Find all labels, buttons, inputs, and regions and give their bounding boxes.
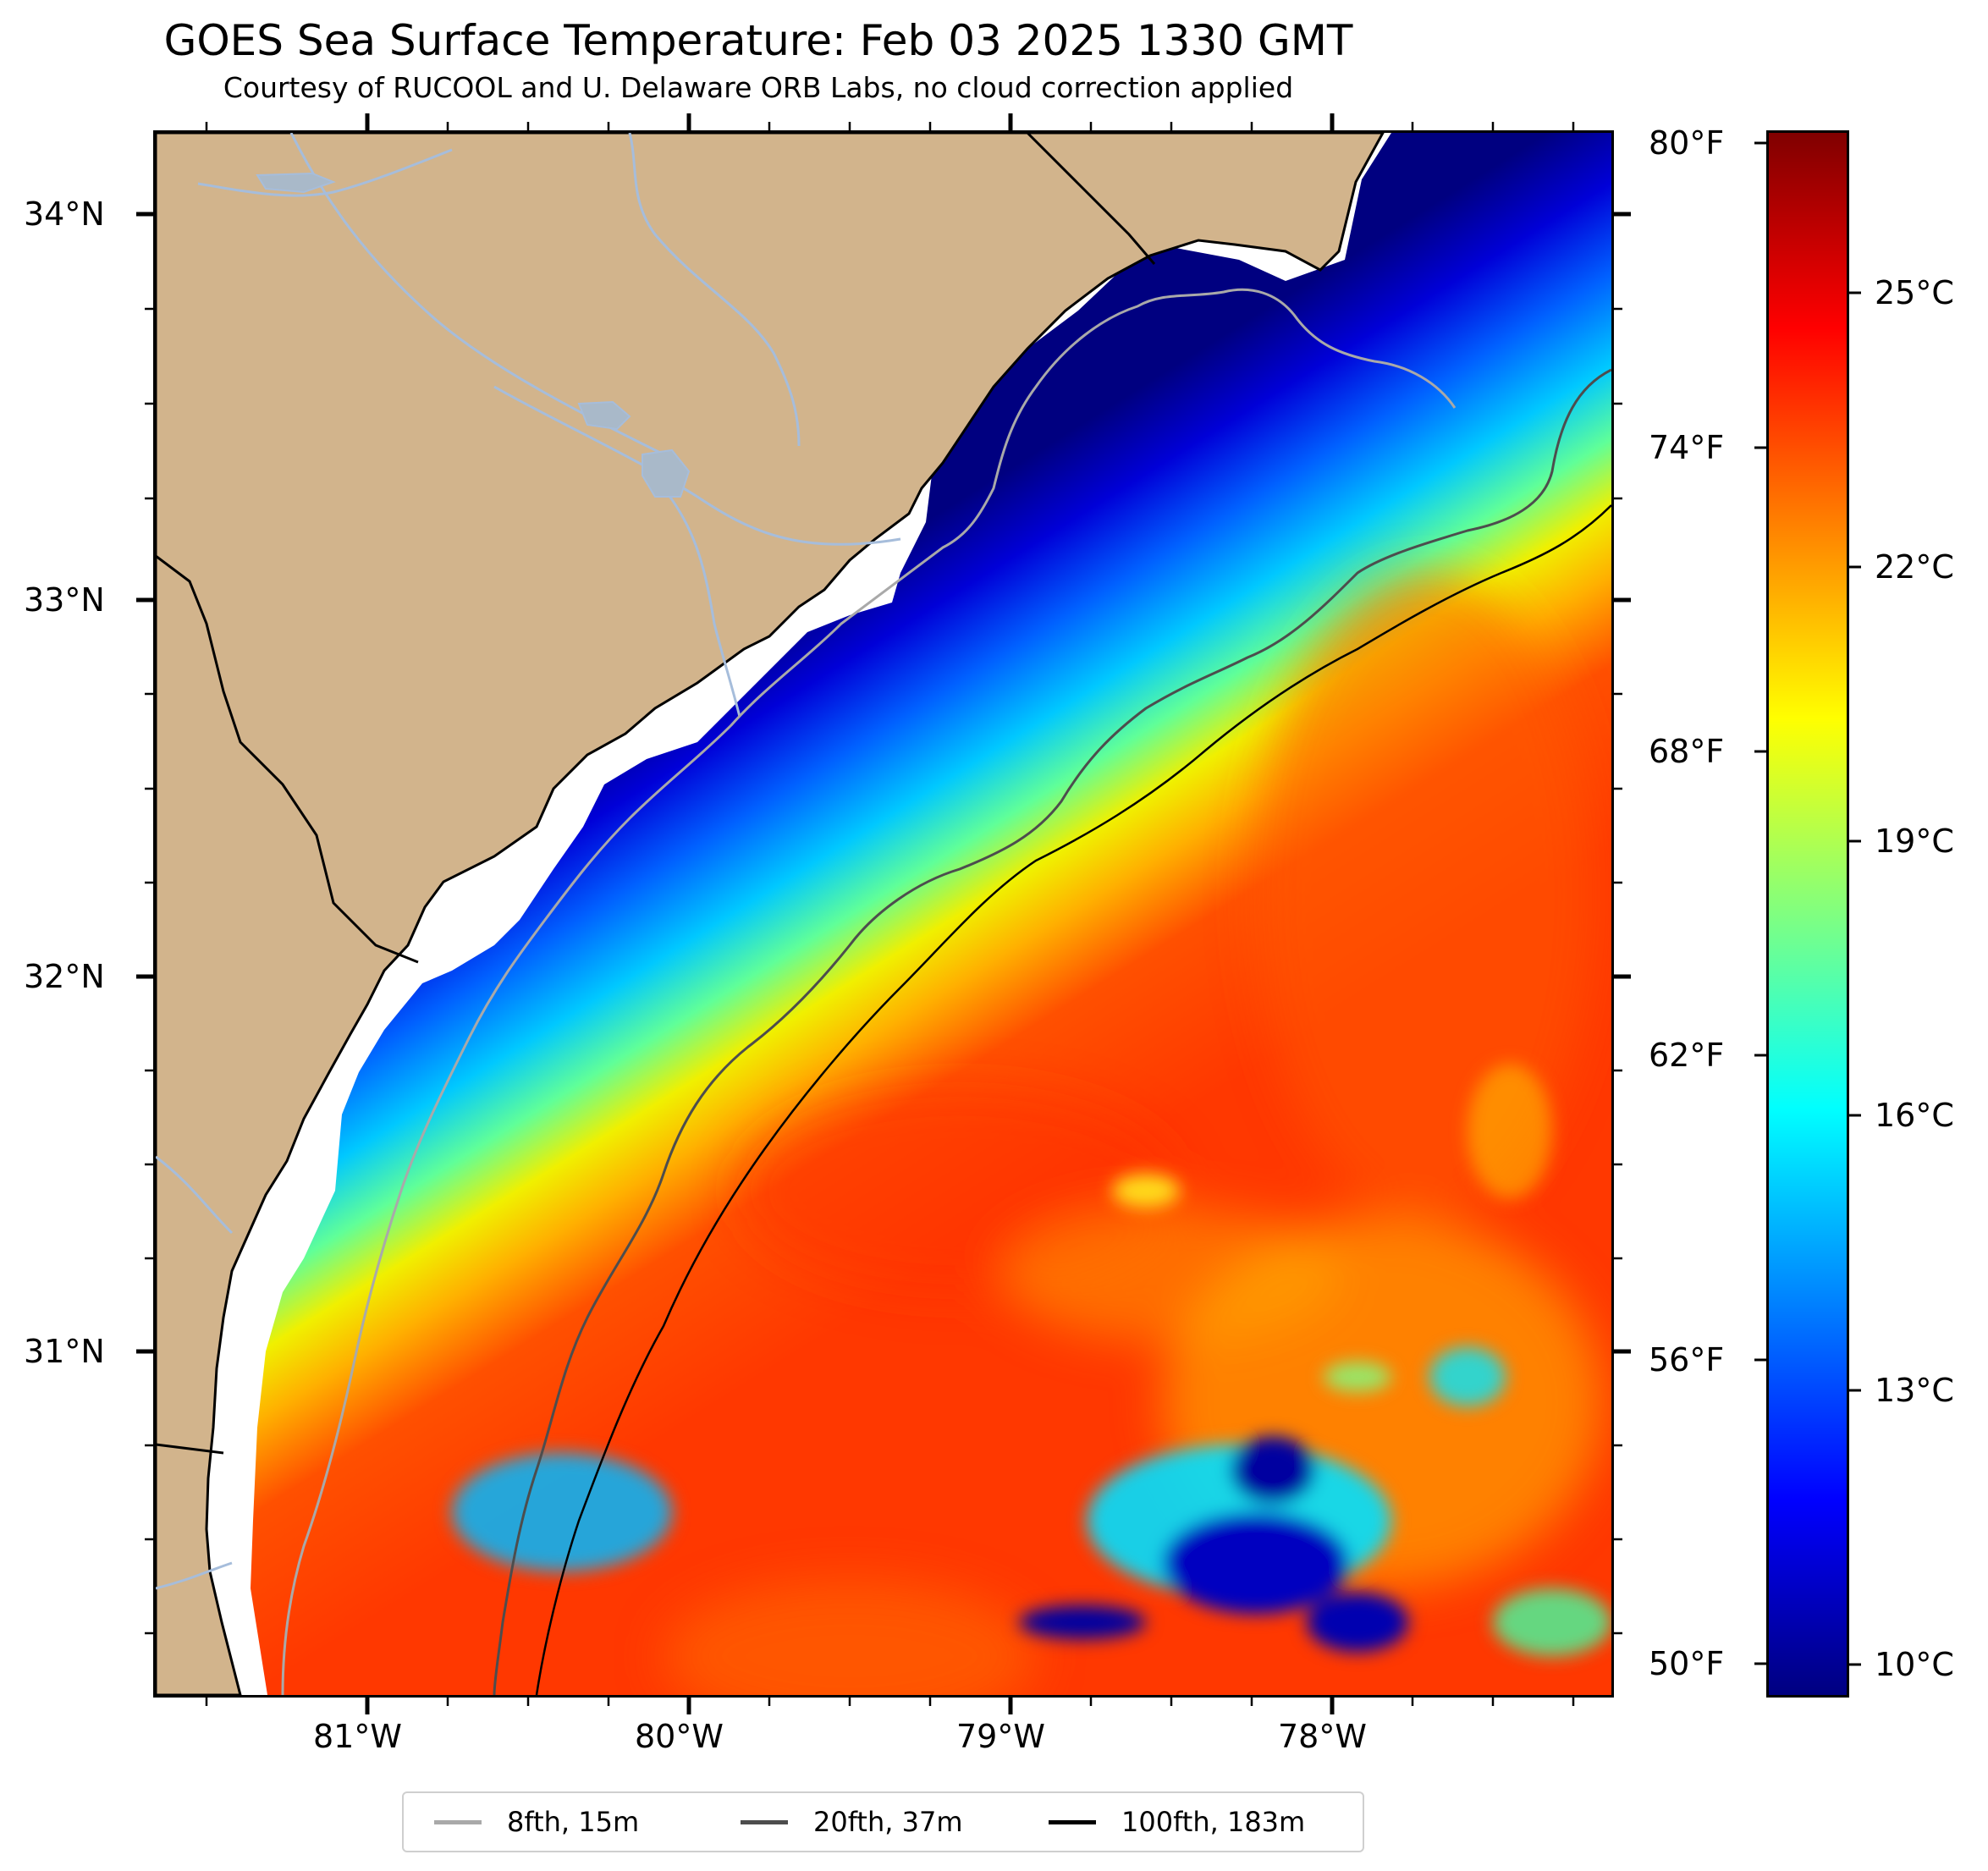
lat-label-32n: 32°N	[24, 958, 105, 995]
colorbar-f-label-80: 80°F	[1649, 124, 1725, 162]
lon-label-80w: 80°W	[635, 1718, 724, 1755]
lat-label-31n: 31°N	[24, 1333, 105, 1370]
legend-item-100fth: 100fth, 183m	[1049, 1793, 1305, 1851]
state-border	[1026, 133, 1156, 265]
colorbar-c-label-16: 16°C	[1875, 1097, 1954, 1134]
isobath-100fth-183m	[535, 504, 1611, 1695]
lakes	[256, 172, 691, 498]
colorbar-f-label-50: 50°F	[1649, 1645, 1725, 1682]
colorbar-f-label-74: 74°F	[1649, 429, 1725, 466]
map-title: GOES Sea Surface Temperature: Feb 03 202…	[163, 16, 1353, 65]
colorbar-f-label-68: 68°F	[1649, 733, 1725, 770]
legend-label-20fth: 20fth, 37m	[813, 1806, 963, 1838]
legend-label-100fth: 100fth, 183m	[1121, 1806, 1306, 1838]
colorbar-f-label-56: 56°F	[1649, 1341, 1725, 1378]
sst-warm-features	[664, 573, 1603, 1695]
legend-swatch-100fth	[1049, 1819, 1096, 1824]
isobath-20fth-37m	[493, 368, 1611, 1695]
sst-cool-features	[452, 1064, 1611, 1656]
lat-label-34n: 34°N	[24, 195, 105, 233]
legend-item-8fth: 8fth, 15m	[434, 1793, 639, 1851]
lon-label-78w: 78°W	[1278, 1718, 1367, 1755]
lat-label-33n: 33°N	[24, 581, 105, 619]
land-mass	[156, 133, 1385, 1695]
county-border	[156, 554, 419, 964]
colorbar	[1766, 130, 1849, 1698]
map-subtitle: Courtesy of RUCOOL and U. Delaware ORB L…	[223, 71, 1294, 104]
sst-map[interactable]	[153, 130, 1614, 1698]
sst-map-canvas	[156, 133, 1611, 1695]
colorbar-c-label-13: 13°C	[1875, 1372, 1954, 1409]
legend-item-20fth: 20fth, 37m	[741, 1793, 962, 1851]
lon-label-79w: 79°W	[956, 1718, 1045, 1755]
colorbar-c-label-10: 10°C	[1875, 1646, 1954, 1683]
lon-label-81w: 81°W	[313, 1718, 402, 1755]
legend-swatch-20fth	[741, 1819, 788, 1824]
isobath-8fth-15m	[281, 288, 1457, 1695]
colorbar-f-label-62: 62°F	[1649, 1037, 1725, 1074]
colorbar-c-label-19: 19°C	[1875, 823, 1954, 860]
colorbar-c-label-25: 25°C	[1875, 274, 1954, 311]
colorbar-c-label-22: 22°C	[1875, 548, 1954, 586]
isobath-legend: 8fth, 15m 20fth, 37m 100fth, 183m	[402, 1791, 1364, 1852]
legend-label-8fth: 8fth, 15m	[507, 1806, 640, 1838]
legend-swatch-8fth	[434, 1819, 482, 1824]
state-border-south	[156, 1443, 224, 1455]
